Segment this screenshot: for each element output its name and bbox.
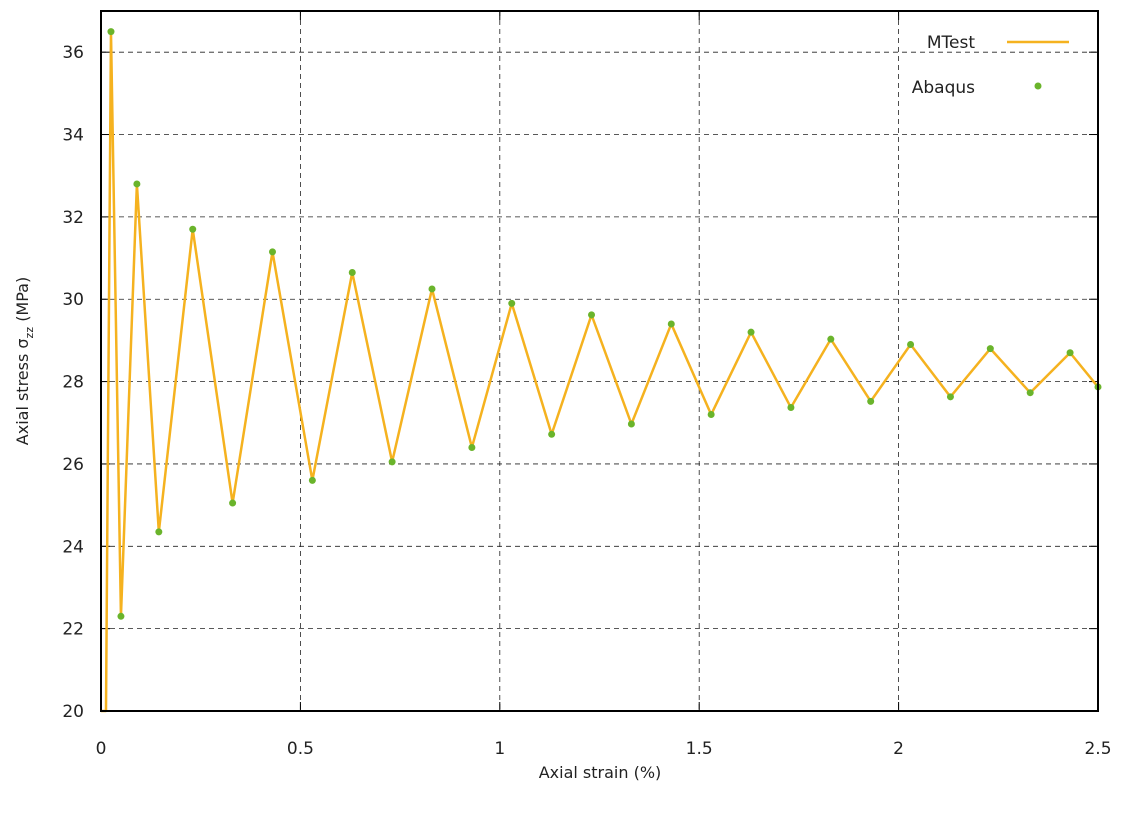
plot-frame (100, 10, 1099, 712)
y-tick-label: 34 (62, 126, 84, 146)
data-point-abaqus (1066, 349, 1074, 357)
y-tick-label: 22 (62, 620, 84, 640)
data-point-abaqus (667, 320, 675, 328)
x-axis-label: Axial strain (%) (539, 763, 662, 782)
y-tick-label: 20 (62, 702, 84, 722)
data-point-abaqus (787, 404, 795, 412)
data-point-abaqus (229, 499, 237, 507)
y-axis-label-main: Axial stress σ (13, 338, 32, 445)
data-point-abaqus (548, 430, 556, 438)
y-tick-label: 36 (62, 43, 84, 63)
grid-layer (101, 11, 1098, 711)
series-line-mtest (101, 30, 1099, 713)
x-tick-label: 0 (96, 739, 107, 759)
data-point-abaqus (107, 28, 115, 36)
data-point-abaqus (133, 180, 141, 188)
label-layer: 0 0.5 1 1.5 2 2.5 20 22 24 26 28 30 32 34 36 (62, 43, 1111, 759)
data-point-abaqus (308, 476, 316, 484)
y-tick-label: 30 (62, 290, 84, 310)
data-point-abaqus (189, 225, 197, 233)
data-point-abaqus (747, 328, 755, 336)
y-axis-label-unit: (MPa) (13, 277, 32, 327)
data-point-abaqus (707, 411, 715, 419)
data-point-abaqus (1026, 389, 1034, 397)
data-point-abaqus (348, 268, 356, 276)
data-point-abaqus (627, 420, 635, 428)
legend-marker-abaqus (1034, 82, 1042, 90)
data-point-abaqus (117, 612, 125, 620)
legend-label-mtest: MTest (927, 33, 975, 53)
y-tick-label: 26 (62, 455, 84, 475)
x-tick-label: 1 (494, 739, 505, 759)
data-point-abaqus (827, 335, 835, 343)
y-tick-label: 32 (62, 208, 84, 228)
data-point-abaqus (428, 285, 436, 293)
legend-label-abaqus: Abaqus (912, 78, 975, 98)
data-point-abaqus (155, 528, 163, 536)
x-tick-label: 1.5 (686, 739, 713, 759)
data-point-abaqus (508, 299, 516, 307)
data-point-abaqus (588, 311, 596, 319)
data-point-abaqus (468, 443, 476, 451)
data-point-abaqus (268, 248, 276, 256)
x-tick-label: 2.5 (1084, 739, 1111, 759)
data-point-abaqus (986, 345, 994, 353)
data-point-abaqus (867, 397, 875, 405)
y-axis-label: Axial stress σzz (MPa) (13, 277, 36, 445)
y-tick-label: 24 (62, 537, 84, 557)
data-point-abaqus (388, 458, 396, 466)
data-point-abaqus (907, 341, 915, 349)
x-tick-label: 0.5 (287, 739, 314, 759)
y-axis-label-subscript: zz (23, 327, 36, 339)
x-tick-label: 2 (893, 739, 904, 759)
y-tick-label: 28 (62, 373, 84, 393)
legend: MTest Abaqus (912, 33, 1069, 98)
data-point-abaqus (946, 393, 954, 401)
series-layer (101, 28, 1102, 713)
